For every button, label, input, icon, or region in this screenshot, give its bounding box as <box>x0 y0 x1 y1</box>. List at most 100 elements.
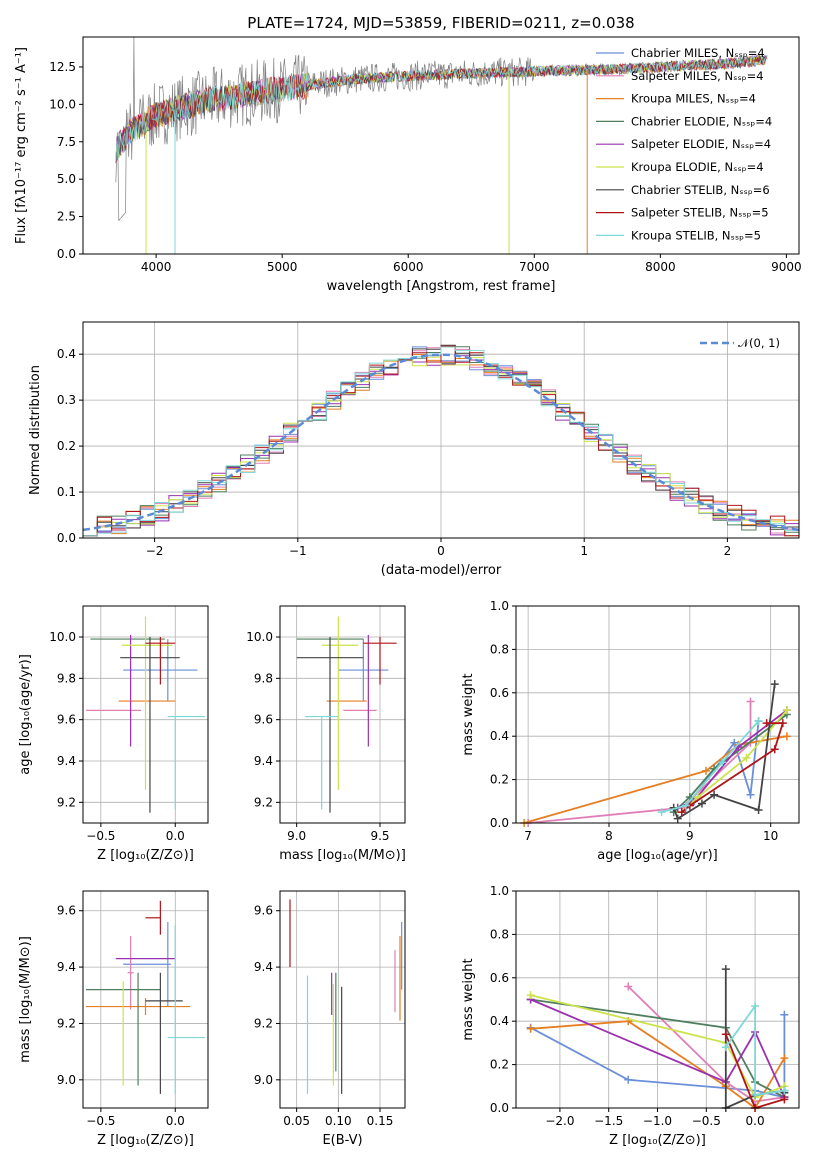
y-tick-label: 0.0 <box>57 247 76 261</box>
legend-entry: Chabrier MILES, Nₛₛₚ=4 <box>631 46 765 60</box>
y-tick-label: 10.0 <box>246 630 273 644</box>
y-tick-label: 9.8 <box>57 671 76 685</box>
plus-marker <box>762 719 771 728</box>
plus-marker <box>657 808 666 817</box>
plus-marker <box>780 1095 789 1104</box>
plus-marker <box>526 1024 535 1033</box>
y-tick-label: 9.2 <box>254 1016 273 1030</box>
plus-marker <box>681 801 690 810</box>
x-tick-label: 0.15 <box>367 1114 394 1128</box>
y-tick-label: 0.3 <box>57 393 76 407</box>
legend-entry: Kroupa MILES, Nₛₛₚ=4 <box>631 92 756 106</box>
plus-marker <box>710 790 719 799</box>
y-tick-label: 12.5 <box>49 60 76 74</box>
plus-marker <box>673 814 682 823</box>
y-tick-label: 0.0 <box>490 816 509 830</box>
x-tick-label: −1.0 <box>643 1114 672 1128</box>
errorbar-salpeter-stelib <box>145 900 161 935</box>
y-axis-label: Flux [fλ10⁻¹⁷ erg cm⁻² s⁻¹ A⁻¹] <box>14 47 29 244</box>
plus-marker <box>746 697 755 706</box>
plus-marker <box>780 1086 789 1095</box>
y-axis-label: age [log₁₀(age/yr)] <box>18 654 33 775</box>
plus-marker <box>702 766 711 775</box>
x-tick-label: −0.5 <box>86 1114 115 1128</box>
mass-weight-line-kroupa-stelib <box>725 1003 785 1097</box>
plus-marker <box>721 965 730 974</box>
histogram-kroupa-stelib <box>83 346 799 537</box>
model-spectrum-kroupa-stelib <box>115 54 768 163</box>
y-tick-label: 9.2 <box>57 795 76 809</box>
errorbar-kroupa-stelib <box>167 924 206 1094</box>
y-axis-label: mass [log₁₀(M/M⊙)] <box>18 936 33 1063</box>
x-tick-label: −0.5 <box>86 829 115 843</box>
y-tick-label: 9.2 <box>254 795 273 809</box>
legend-entry: Chabrier ELODIE, Nₛₛₚ=4 <box>631 114 772 128</box>
legend-entry-normal: 𝒩(0, 1) <box>738 336 780 350</box>
plus-marker <box>730 738 739 747</box>
errorbar-kroupa-elodie <box>321 616 359 790</box>
y-tick-label: 0.1 <box>57 485 76 499</box>
errorbar-salpeter-stelib <box>145 637 176 685</box>
y-axis-label: mass weight <box>461 673 476 755</box>
axes-frame <box>279 605 406 824</box>
y-tick-label: 9.4 <box>57 754 76 768</box>
plus-marker <box>697 799 706 808</box>
y-tick-label: 0.2 <box>490 1058 509 1072</box>
y-tick-label: 0.6 <box>490 686 509 700</box>
y-tick-label: 9.0 <box>254 1073 273 1087</box>
x-tick-label: 0.0 <box>746 1114 765 1128</box>
x-tick-label: 0.0 <box>166 1114 185 1128</box>
plus-marker <box>770 745 779 754</box>
y-tick-label: 9.8 <box>254 671 273 685</box>
x-tick-label: 1 <box>580 544 588 558</box>
y-tick-label: 10.0 <box>49 97 76 111</box>
chart-title: PLATE=1724, MJD=53859, FIBERID=0211, z=0… <box>247 14 634 32</box>
plus-marker <box>780 1010 789 1019</box>
mass-weight-line-chabrier-elodie <box>673 713 788 813</box>
plus-marker <box>782 732 791 741</box>
x-tick-label: 9.5 <box>370 829 389 843</box>
y-tick-label: 9.0 <box>57 1073 76 1087</box>
y-tick-label: 0.0 <box>490 1101 509 1115</box>
x-tick-label: −1 <box>289 544 307 558</box>
x-tick-label: 0.05 <box>283 1114 310 1128</box>
axes-frame <box>82 321 800 539</box>
errorbar-kroupa-stelib <box>167 715 206 810</box>
y-tick-label: 9.2 <box>57 1016 76 1030</box>
axes-frame <box>82 36 800 255</box>
x-tick-label: 8000 <box>645 260 676 274</box>
y-axis-label: mass weight <box>461 958 476 1040</box>
plus-marker <box>624 982 633 991</box>
axes-frame <box>515 890 800 1109</box>
y-tick-label: 9.6 <box>57 904 76 918</box>
y-tick-label: 9.6 <box>57 713 76 727</box>
normal-curve <box>82 353 800 532</box>
mass-weight-line-chabrier-miles <box>685 720 760 809</box>
errorbar-salpeter-miles <box>127 936 134 1010</box>
axes-frame <box>279 890 406 1109</box>
y-tick-label: 0.2 <box>57 439 76 453</box>
plus-marker <box>746 790 755 799</box>
errorbar-chabrier-stelib <box>120 637 180 813</box>
mass-weight-line-kroupa-miles <box>523 735 788 824</box>
plus-marker <box>742 753 751 762</box>
y-tick-label: 9.6 <box>254 904 273 918</box>
plus-marker <box>751 1090 760 1099</box>
y-tick-label: 0.0 <box>57 531 76 545</box>
x-axis-label: wavelength [Angstrom, rest frame] <box>327 279 556 294</box>
model-spectrum-salpeter-elodie <box>115 54 768 163</box>
x-tick-label: 0.10 <box>325 1114 352 1128</box>
plus-marker <box>770 680 779 689</box>
mass-weight-line-chabrier-elodie <box>530 998 785 1098</box>
x-tick-label: 2 <box>724 544 732 558</box>
x-axis-label: Z [log₁₀(Z/Z⊙)] <box>97 848 194 863</box>
legend-entry: Chabrier STELIB, Nₛₛₚ=6 <box>631 183 770 197</box>
plus-marker <box>624 1075 633 1084</box>
x-tick-label: 0 <box>437 544 445 558</box>
errorbar-kroupa-elodie <box>121 616 173 790</box>
x-axis-label: Z [log₁₀(Z/Z⊙)] <box>97 1133 194 1148</box>
y-tick-label: 1.0 <box>490 884 509 898</box>
plus-marker <box>718 758 727 767</box>
x-tick-label: 9000 <box>771 260 802 274</box>
legend-entry: Salpeter STELIB, Nₛₛₚ=5 <box>631 206 769 220</box>
